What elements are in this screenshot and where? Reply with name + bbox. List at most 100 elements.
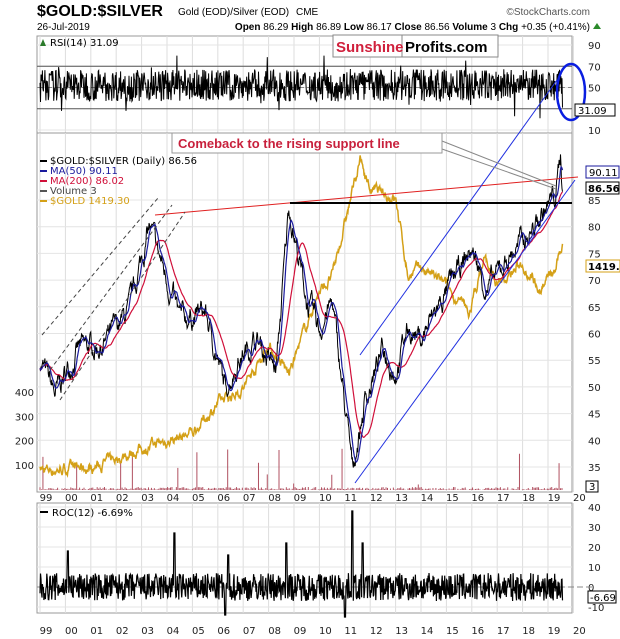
legend-entry: MA(50) 90.11 <box>50 166 118 177</box>
rsi-tick-label: 10 <box>588 126 601 137</box>
exchange: CME <box>296 7 319 18</box>
gold-price-line <box>39 155 564 478</box>
symbol-description: Gold (EOD)/Silver (EOD) <box>178 7 289 18</box>
callout-line-b <box>441 148 557 190</box>
roc-tick-label: 20 <box>588 543 601 554</box>
up-arrow-icon <box>593 23 601 29</box>
callout-line-a <box>441 140 557 187</box>
rsi-legend-icon <box>40 39 46 46</box>
roc-tick-label: 0 <box>588 583 594 594</box>
year-label: 08 <box>268 626 281 637</box>
channel-upper-line <box>359 79 558 356</box>
year-label: 04 <box>167 493 180 504</box>
sunshine-profits-logo: Sunshine Profits.com <box>332 34 499 58</box>
gold-tick-label: 200 <box>15 437 34 448</box>
ma50-last-label: 90.11 <box>585 165 620 179</box>
year-label: 06 <box>217 626 230 637</box>
year-label: 99 <box>40 493 53 504</box>
year-label: 07 <box>243 493 256 504</box>
ma200-line <box>39 191 563 439</box>
year-label: 20 <box>573 493 586 504</box>
chart-date: 26-Jul-2019 <box>37 22 90 33</box>
legend-entry: $GOLD:$SILVER (Daily) 86.56 <box>50 156 197 167</box>
legend-entry: $GOLD 1419.30 <box>50 196 130 207</box>
price-tick-label: 40 <box>588 436 601 447</box>
dashed-channel-lower <box>59 211 186 401</box>
legend-swatch <box>40 180 47 182</box>
year-label: 19 <box>548 493 561 504</box>
roc-legend-swatch <box>40 511 48 513</box>
price-tick-label: 50 <box>588 383 601 394</box>
price-tick-label: 60 <box>588 330 601 341</box>
year-label: 04 <box>167 626 180 637</box>
panel-2 <box>36 502 573 614</box>
channel-lower-line <box>354 179 576 484</box>
year-label: 12 <box>370 493 383 504</box>
year-label: 16 <box>471 493 484 504</box>
year-label: 09 <box>294 493 307 504</box>
roc-tick-label: -10 <box>588 603 604 614</box>
resistance-trendline <box>154 176 579 216</box>
year-label: 16 <box>471 626 484 637</box>
roc-tick-label: 30 <box>588 523 601 534</box>
year-label: 05 <box>192 626 205 637</box>
year-label: 09 <box>294 626 307 637</box>
price-tick-label: 80 <box>588 223 601 234</box>
legend-entry: Volume 3 <box>50 186 97 197</box>
rsi-highlight-ellipse <box>555 62 587 122</box>
gold-tick-label: 300 <box>15 412 34 423</box>
year-label: 00 <box>65 626 78 637</box>
year-label: 11 <box>344 626 357 637</box>
year-label: 03 <box>141 626 154 637</box>
svg-text:-6.69: -6.69 <box>590 593 616 604</box>
year-label: 00 <box>65 493 78 504</box>
year-label: 01 <box>90 626 103 637</box>
roc-line <box>39 510 564 618</box>
svg-text:Comeback to the rising support: Comeback to the rising support line <box>178 136 400 151</box>
year-label: 06 <box>217 493 230 504</box>
year-label: 07 <box>243 626 256 637</box>
year-label: 05 <box>192 493 205 504</box>
roc-tick-label: 10 <box>588 563 601 574</box>
roc-legend: ROC(12) -6.69% <box>52 508 133 519</box>
year-label: 19 <box>548 626 561 637</box>
year-label: 99 <box>40 626 53 637</box>
year-label: 15 <box>446 626 459 637</box>
rsi-line <box>39 55 563 119</box>
rsi-legend: RSI(14) 31.09 <box>50 38 119 49</box>
price-tick-label: 35 <box>588 463 601 474</box>
year-label: 08 <box>268 493 281 504</box>
year-label: 11 <box>344 493 357 504</box>
gold-silver-ratio-line <box>39 154 563 468</box>
year-label: 03 <box>141 493 154 504</box>
year-label: 17 <box>497 493 510 504</box>
stockcharts-brand: ©StockCharts.com <box>506 7 590 18</box>
legend-entry: MA(200) 86.02 <box>50 176 124 187</box>
year-label: 10 <box>319 493 332 504</box>
volume-last-label: 3 <box>585 480 599 493</box>
legend-swatch <box>40 190 47 192</box>
svg-text:86.56: 86.56 <box>588 184 620 195</box>
price-tick-label: 85 <box>588 196 601 207</box>
svg-text:90.11: 90.11 <box>589 168 618 179</box>
price-tick-label: 55 <box>588 356 601 367</box>
year-label: 12 <box>370 626 383 637</box>
legend-swatch <box>40 170 47 172</box>
ohlc-summary: Open 86.29 High 86.89 Low 86.17 Close 86… <box>235 22 590 33</box>
gold-tick-label: 400 <box>15 388 34 399</box>
year-label: 18 <box>522 626 535 637</box>
year-label: 13 <box>395 493 408 504</box>
dashed-channel-mid <box>49 204 173 371</box>
year-label: 14 <box>421 626 434 637</box>
year-label: 14 <box>421 493 434 504</box>
symbol-title: $GOLD:$SILVER <box>37 3 163 20</box>
year-label: 02 <box>116 493 129 504</box>
year-label: 20 <box>573 626 586 637</box>
svg-text:Sunshine: Sunshine <box>336 39 404 56</box>
dashed-channel-upper <box>41 197 159 336</box>
annotation-box: Comeback to the rising support line <box>171 132 443 154</box>
year-label: 17 <box>497 626 510 637</box>
gold-last-label: 1419.3 <box>585 259 620 273</box>
price-tick-label: 45 <box>588 410 601 421</box>
year-label: 02 <box>116 626 129 637</box>
